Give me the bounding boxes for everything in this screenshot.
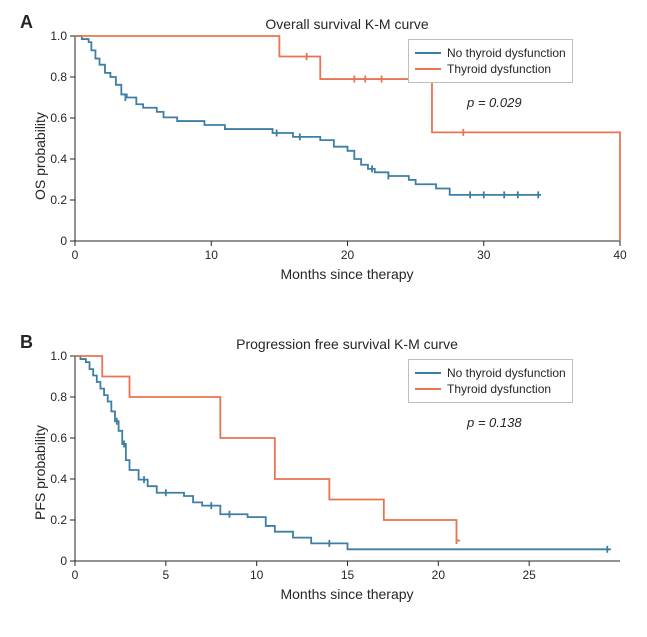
y-tick-label: 1.0 bbox=[50, 349, 67, 363]
y-tick-label: 1.0 bbox=[50, 29, 67, 43]
y-tick-label: 0 bbox=[60, 234, 67, 248]
legend-label: No thyroid dysfunction bbox=[447, 46, 566, 60]
panel-a-title: Overall survival K-M curve bbox=[265, 16, 428, 32]
legend-label: No thyroid dysfunction bbox=[447, 366, 566, 380]
y-tick-label: 0.6 bbox=[50, 111, 67, 125]
x-tick-label: 0 bbox=[72, 568, 79, 582]
x-tick-label: 10 bbox=[205, 248, 218, 262]
legend-swatch bbox=[415, 52, 441, 54]
panel-b-ylabel: PFS probability bbox=[32, 425, 48, 520]
y-tick-label: 0.4 bbox=[50, 472, 67, 486]
legend-item: No thyroid dysfunction bbox=[415, 46, 566, 60]
x-tick-label: 30 bbox=[477, 248, 490, 262]
y-tick-label: 0.8 bbox=[50, 390, 67, 404]
y-tick-label: 0.2 bbox=[50, 193, 67, 207]
legend-swatch bbox=[415, 68, 441, 70]
x-tick-label: 0 bbox=[72, 248, 79, 262]
y-tick-label: 0.6 bbox=[50, 431, 67, 445]
panel-a-ylabel: OS probability bbox=[32, 112, 48, 200]
x-tick-label: 20 bbox=[432, 568, 445, 582]
x-tick-label: 10 bbox=[250, 568, 263, 582]
legend-item: No thyroid dysfunction bbox=[415, 366, 566, 380]
legend-item: Thyroid dysfunction bbox=[415, 62, 566, 76]
y-tick-label: 0.8 bbox=[50, 70, 67, 84]
y-tick-label: 0.4 bbox=[50, 152, 67, 166]
panel-b-title: Progression free survival K-M curve bbox=[236, 336, 458, 352]
x-tick-label: 5 bbox=[162, 568, 169, 582]
panel-a-xlabel: Months since therapy bbox=[280, 266, 413, 282]
legend-label: Thyroid dysfunction bbox=[447, 62, 551, 76]
x-tick-label: 40 bbox=[613, 248, 626, 262]
x-tick-label: 15 bbox=[341, 568, 354, 582]
x-tick-label: 20 bbox=[341, 248, 354, 262]
panel-b-legend: No thyroid dysfunction Thyroid dysfunctio… bbox=[408, 359, 573, 403]
panel-a-legend: No thyroid dysfunction Thyroid dysfunctio… bbox=[408, 39, 573, 83]
legend-item: Thyroid dysfunction bbox=[415, 382, 566, 396]
panel-b-xlabel: Months since therapy bbox=[280, 586, 413, 602]
y-tick-label: 0.2 bbox=[50, 513, 67, 527]
x-tick-label: 25 bbox=[522, 568, 535, 582]
panel-a-label: A bbox=[20, 12, 33, 33]
y-tick-label: 0 bbox=[60, 554, 67, 568]
legend-swatch bbox=[415, 388, 441, 390]
legend-swatch bbox=[415, 372, 441, 374]
legend-label: Thyroid dysfunction bbox=[447, 382, 551, 396]
panel-b-label: B bbox=[20, 332, 33, 353]
